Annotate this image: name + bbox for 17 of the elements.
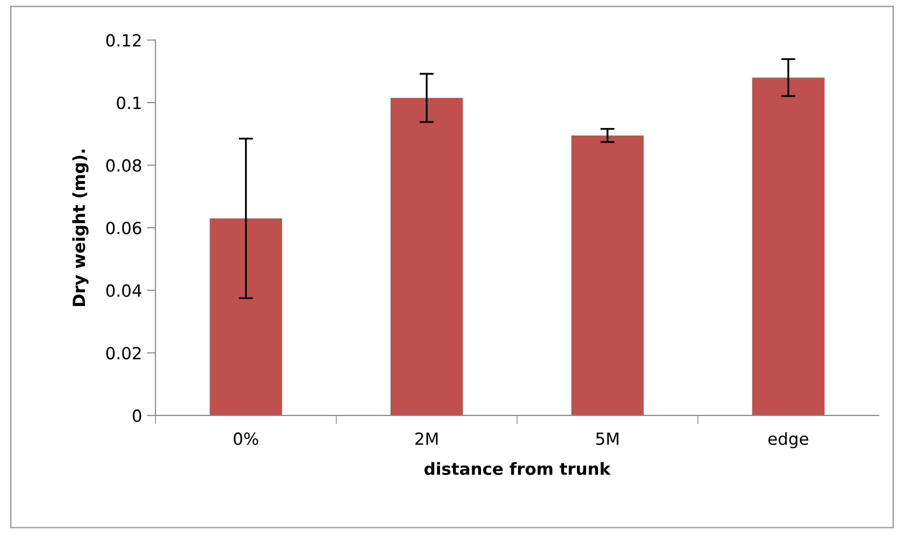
bar [390, 98, 463, 416]
y-tick-label: 0.12 [106, 34, 141, 47]
x-tick-label: 5M [596, 432, 618, 446]
y-tick-label: 0.08 [106, 159, 142, 172]
bar [571, 135, 644, 416]
y-tick-label: 0.06 [106, 222, 142, 234]
x-axis-title: distance from trunk [424, 462, 611, 476]
bar [752, 78, 824, 416]
y-tick-label: 0.02 [106, 346, 141, 360]
bar [210, 218, 282, 416]
y-tick-label: 0 [132, 409, 142, 422]
y-axis-title: Dry weight (mg). [72, 150, 89, 306]
x-tick-label: 2M [415, 432, 438, 445]
y-tick-label: 0.1 [116, 96, 141, 110]
x-tick-label: edge [768, 432, 808, 448]
y-tick-label: 0.04 [106, 284, 142, 297]
x-tick-label: 0% [234, 432, 258, 446]
